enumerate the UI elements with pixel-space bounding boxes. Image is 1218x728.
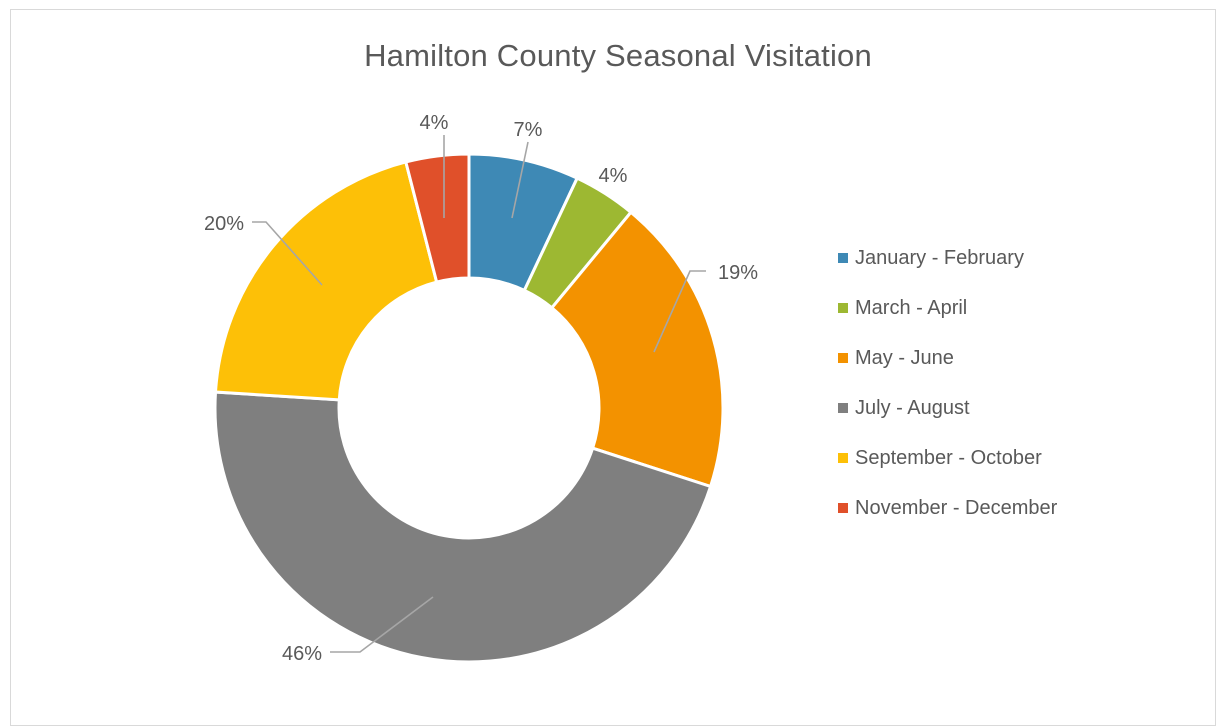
leader-line	[653, 270, 706, 353]
legend-item: November - December	[838, 483, 1057, 533]
data-label: 7%	[514, 119, 543, 141]
legend-swatch	[838, 403, 848, 413]
legend-label: March - April	[855, 296, 968, 319]
data-label: 20%	[204, 213, 244, 235]
legend-swatch	[838, 253, 848, 263]
legend-label: July - August	[855, 396, 970, 419]
data-label: 4%	[599, 165, 628, 187]
legend-label: May - June	[855, 346, 954, 369]
legend-label: January - February	[855, 246, 1024, 269]
legend-item: May - June	[838, 333, 1057, 383]
legend-swatch	[838, 303, 848, 313]
slice-november-december	[404, 152, 471, 284]
legend-swatch	[838, 453, 848, 463]
chart-legend: January - February March - April May - Jun…	[838, 233, 1057, 533]
legend-item: March - April	[838, 283, 1057, 333]
data-label: 4%	[420, 112, 449, 134]
legend-swatch	[838, 503, 848, 513]
data-label: 19%	[718, 262, 758, 284]
legend-item: September - October	[838, 433, 1057, 483]
legend-swatch	[838, 353, 848, 363]
legend-label: November - December	[855, 496, 1058, 519]
legend-label: September - October	[855, 446, 1042, 469]
data-label: 46%	[282, 643, 322, 665]
chart-title: Hamilton County Seasonal Visitation	[364, 38, 872, 73]
slice-september-october	[213, 160, 439, 402]
slice-may-june	[549, 210, 725, 489]
leader-line	[511, 141, 529, 219]
leader-line	[252, 221, 323, 286]
leader-line	[330, 596, 434, 653]
legend-item: July - August	[838, 383, 1057, 433]
legend-item: January - February	[838, 233, 1057, 283]
slice-july-august	[213, 390, 713, 664]
